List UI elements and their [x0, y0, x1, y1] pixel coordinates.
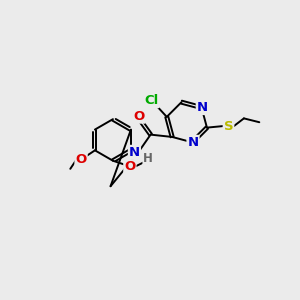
Text: O: O — [124, 160, 136, 173]
Text: N: N — [188, 136, 199, 149]
Text: H: H — [143, 152, 153, 165]
Text: N: N — [129, 146, 140, 159]
Text: O: O — [134, 110, 145, 123]
Text: N: N — [197, 101, 208, 114]
Text: O: O — [76, 153, 87, 166]
Text: S: S — [224, 120, 233, 133]
Text: Cl: Cl — [144, 94, 158, 107]
